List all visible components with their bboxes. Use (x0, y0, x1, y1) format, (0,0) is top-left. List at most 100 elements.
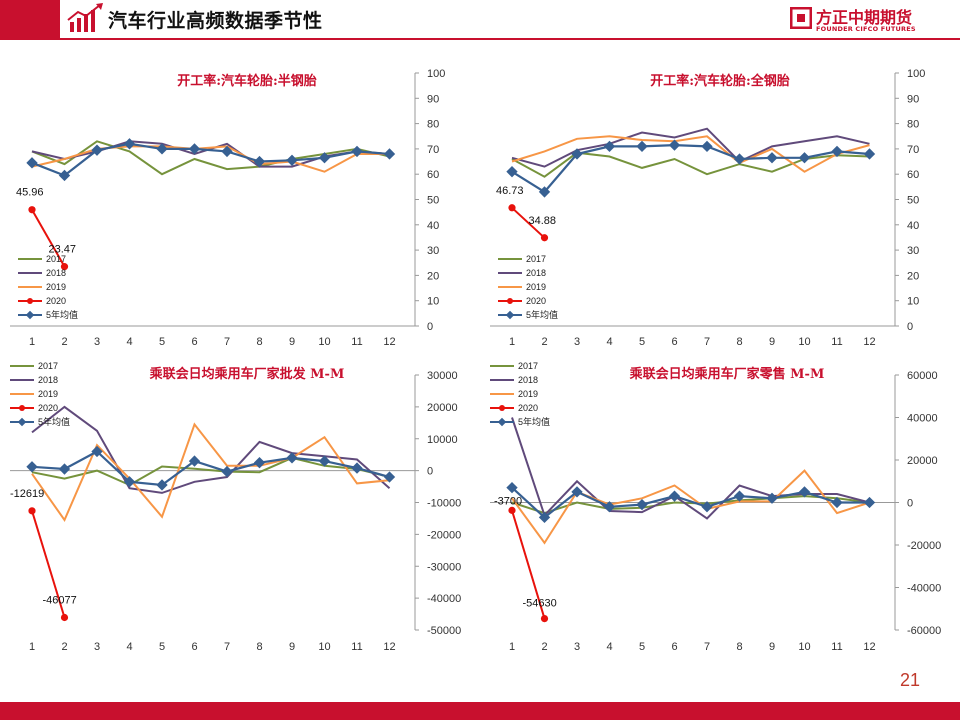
x-tick-label: 9 (769, 641, 775, 653)
series-marker-2020 (28, 507, 36, 515)
x-tick-label: 1 (509, 641, 515, 653)
data-label-2020: 23.47 (49, 244, 77, 256)
legend-marker (505, 310, 515, 320)
data-label-2020: -46077 (43, 594, 77, 606)
legend-item: 2017 (10, 361, 58, 371)
data-label-2020: -54630 (523, 598, 557, 610)
series-marker-2020 (540, 234, 549, 242)
x-tick-label: 1 (29, 641, 35, 653)
series-marker-2020 (508, 506, 516, 514)
series-marker-5yr (636, 498, 648, 511)
series-marker-2020 (508, 204, 516, 212)
x-tick-label: 1 (29, 336, 35, 348)
y-tick-label: -30000 (427, 561, 461, 573)
series-marker-5yr (286, 154, 298, 166)
x-tick-label: 8 (736, 336, 742, 348)
y-tick-label: -20000 (907, 540, 941, 552)
series-marker-5yr (221, 145, 233, 158)
data-label-2020: -3700 (494, 495, 522, 507)
legend-label: 2019 (46, 282, 66, 292)
y-tick-label: 40000 (907, 413, 938, 425)
y-tick-label: 100 (907, 68, 925, 80)
series-marker-5yr (221, 465, 233, 478)
series-marker-5yr (351, 145, 363, 158)
series-line-2020 (511, 207, 546, 239)
y-tick-label: 40 (427, 220, 439, 232)
x-tick-label: 5 (639, 336, 645, 348)
x-tick-label: 7 (224, 641, 230, 653)
series-marker-2020 (28, 206, 36, 214)
series-marker-5yr (766, 492, 778, 504)
series-line-5年均值 (511, 486, 870, 519)
chart-retail-mm: 乘联会日均乘用车厂家零售 M-M -60000 -40000 -20000 0 20000… (490, 361, 941, 653)
x-tick-label: 4 (126, 641, 132, 653)
legend-item: 2019 (10, 389, 58, 399)
x-tick-label: 5 (159, 641, 165, 653)
series-line-2018 (31, 405, 391, 494)
legend-item: 2019 (490, 389, 538, 399)
legend-label: 2018 (518, 375, 538, 385)
x-tick-label: 9 (289, 336, 295, 348)
x-tick-label: 6 (671, 336, 677, 348)
legend-item: 2018 (490, 375, 538, 385)
y-tick-label: -60000 (907, 625, 941, 637)
series-marker-5yr (798, 152, 811, 164)
x-tick-label: 2 (61, 641, 67, 653)
y-tick-label: 20 (427, 270, 439, 282)
footer-bar (0, 702, 960, 720)
legend-item: 2020 (18, 296, 66, 306)
brand-name-cn: 方正中期期货 (816, 8, 913, 27)
y-tick-label: 50 (427, 195, 439, 207)
legend-item: 2019 (498, 282, 546, 292)
legend-item: 5年均值 (10, 416, 70, 427)
legend-label: 5年均值 (518, 416, 550, 427)
y-tick-label: -40000 (427, 593, 461, 605)
series-marker-5yr (636, 140, 648, 153)
x-tick-label: 8 (256, 641, 262, 653)
y-tick-label: 50 (907, 195, 919, 207)
series-marker-5yr (766, 152, 778, 164)
x-tick-label: 5 (159, 336, 165, 348)
rising-chart-icon (67, 3, 103, 32)
y-tick-label: -40000 (907, 583, 941, 595)
series-line-5年均值 (31, 142, 390, 177)
legend-item: 2020 (10, 403, 58, 413)
y-tick-label: 70 (907, 144, 919, 156)
series-marker-5yr (188, 143, 201, 155)
x-tick-label: 5 (639, 641, 645, 653)
x-tick-label: 6 (671, 641, 677, 653)
y-tick-label: 0 (427, 321, 433, 333)
x-tick-label: 12 (383, 336, 395, 348)
y-tick-label: 10 (907, 296, 919, 308)
x-tick-label: 12 (383, 641, 395, 653)
legend-item: 5年均值 (498, 309, 558, 320)
legend-label: 2018 (526, 268, 546, 278)
series-line-2017 (511, 151, 870, 178)
y-tick-label: 20000 (907, 455, 938, 467)
x-tick-label: 2 (61, 336, 67, 348)
page-number: 21 (900, 670, 921, 690)
brand-logo: 方正中期期货 FOUNDER CIFCO FUTURES (786, 4, 946, 38)
x-tick-label: 10 (798, 641, 810, 653)
series-line-2017 (31, 140, 390, 176)
y-tick-label: -50000 (427, 625, 461, 637)
series-marker-5yr (863, 496, 876, 509)
legend-label: 2017 (38, 361, 58, 371)
x-tick-label: 11 (831, 641, 842, 653)
legend-label: 2018 (38, 375, 58, 385)
legend-label: 2017 (46, 254, 66, 264)
chart-title: 乘联会日均乘用车厂家批发 M-M (149, 366, 345, 382)
series-marker-5yr (863, 148, 876, 160)
legend-marker (507, 298, 513, 304)
x-tick-label: 12 (863, 336, 875, 348)
y-tick-label: 10000 (427, 434, 458, 446)
legend-marker (17, 417, 27, 427)
data-label-2020: 46.73 (496, 185, 524, 197)
x-tick-label: 7 (704, 336, 710, 348)
series-marker-5yr (798, 486, 811, 498)
legend-item: 5年均值 (490, 416, 550, 427)
legend-item: 2018 (498, 268, 546, 278)
legend-marker (19, 405, 25, 411)
